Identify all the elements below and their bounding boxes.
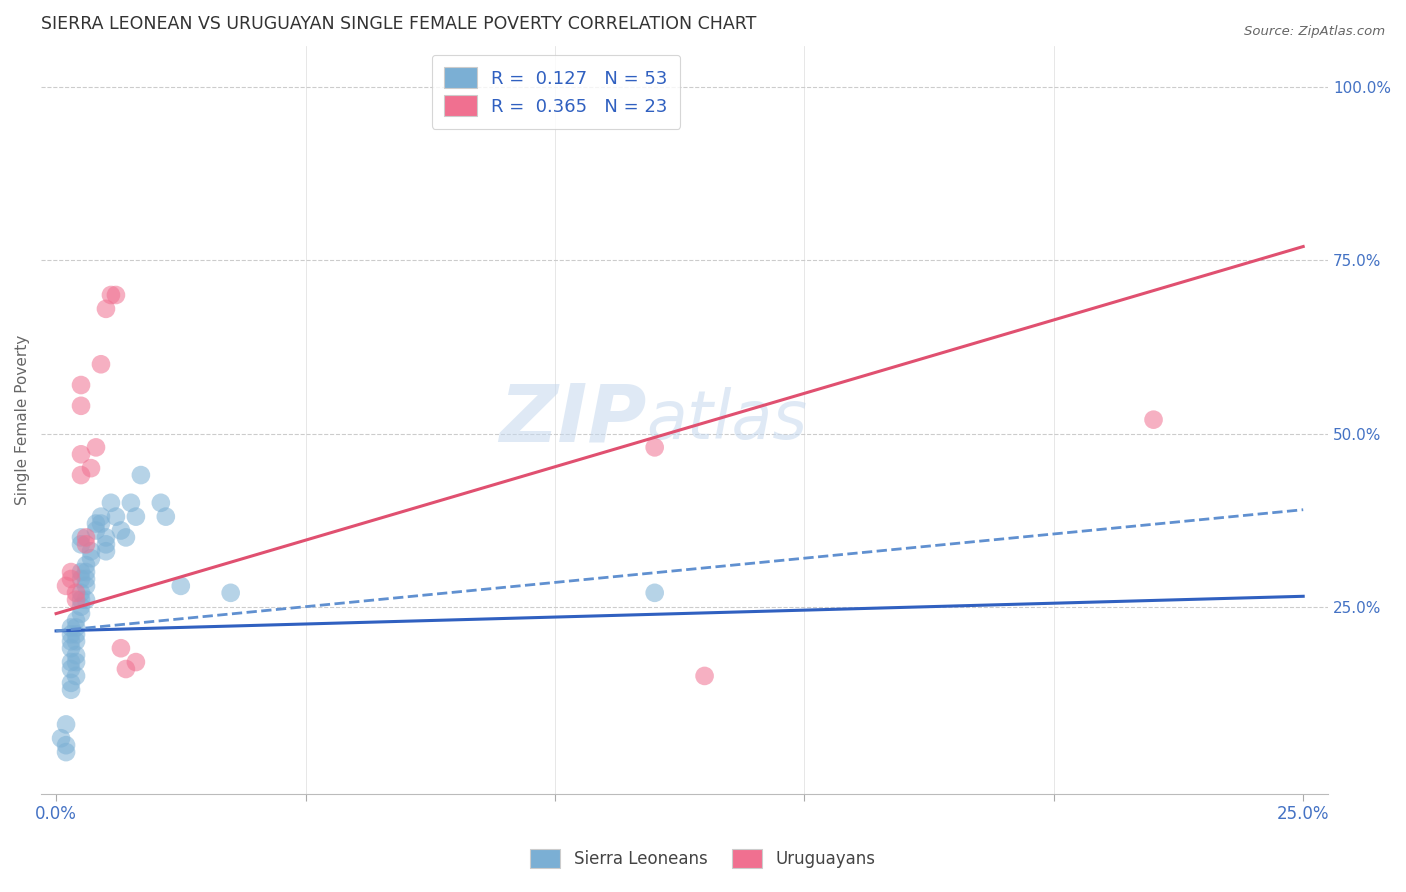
Point bbox=[94, 301, 117, 316]
Point bbox=[65, 669, 87, 683]
Point bbox=[65, 648, 87, 662]
Point bbox=[65, 655, 87, 669]
Point bbox=[94, 537, 117, 551]
Point bbox=[75, 592, 97, 607]
Point bbox=[65, 627, 87, 641]
Point bbox=[94, 530, 117, 544]
Point bbox=[49, 731, 72, 746]
Point bbox=[60, 655, 83, 669]
Point bbox=[55, 717, 77, 731]
Point bbox=[120, 496, 142, 510]
Point bbox=[60, 572, 83, 586]
Point bbox=[84, 441, 107, 455]
Point bbox=[65, 634, 87, 648]
Point bbox=[70, 599, 93, 614]
Point bbox=[60, 676, 83, 690]
Point bbox=[70, 572, 93, 586]
Point bbox=[70, 586, 93, 600]
Point bbox=[70, 468, 93, 483]
Point bbox=[693, 669, 716, 683]
Text: Source: ZipAtlas.com: Source: ZipAtlas.com bbox=[1244, 25, 1385, 38]
Point bbox=[1142, 412, 1164, 426]
Point bbox=[55, 579, 77, 593]
Point bbox=[60, 634, 83, 648]
Point bbox=[155, 509, 177, 524]
Point bbox=[115, 530, 138, 544]
Point bbox=[644, 441, 666, 455]
Point bbox=[70, 592, 93, 607]
Point bbox=[94, 544, 117, 558]
Point bbox=[644, 586, 666, 600]
Text: SIERRA LEONEAN VS URUGUAYAN SINGLE FEMALE POVERTY CORRELATION CHART: SIERRA LEONEAN VS URUGUAYAN SINGLE FEMAL… bbox=[41, 15, 756, 33]
Point bbox=[100, 288, 122, 302]
Point bbox=[70, 565, 93, 579]
Point bbox=[75, 537, 97, 551]
Point bbox=[149, 496, 172, 510]
Point bbox=[90, 357, 112, 371]
Point bbox=[70, 530, 93, 544]
Point bbox=[65, 614, 87, 628]
Point bbox=[129, 468, 152, 483]
Point bbox=[60, 620, 83, 634]
Point bbox=[80, 461, 103, 475]
Point bbox=[70, 447, 93, 461]
Point bbox=[55, 738, 77, 752]
Point bbox=[60, 627, 83, 641]
Point bbox=[70, 399, 93, 413]
Point bbox=[75, 530, 97, 544]
Point bbox=[110, 524, 132, 538]
Point bbox=[170, 579, 193, 593]
Point bbox=[60, 641, 83, 656]
Point bbox=[70, 378, 93, 392]
Point bbox=[84, 516, 107, 531]
Point bbox=[125, 655, 148, 669]
Point bbox=[75, 558, 97, 573]
Point bbox=[104, 509, 127, 524]
Point bbox=[125, 509, 148, 524]
Point bbox=[70, 607, 93, 621]
Point bbox=[90, 509, 112, 524]
Point bbox=[70, 537, 93, 551]
Point bbox=[55, 745, 77, 759]
Point bbox=[65, 620, 87, 634]
Point bbox=[84, 524, 107, 538]
Point bbox=[75, 579, 97, 593]
Point bbox=[110, 641, 132, 656]
Point bbox=[65, 592, 87, 607]
Text: ZIP: ZIP bbox=[499, 381, 645, 458]
Point bbox=[65, 586, 87, 600]
Legend: R =  0.127   N = 53, R =  0.365   N = 23: R = 0.127 N = 53, R = 0.365 N = 23 bbox=[432, 54, 681, 129]
Text: atlas: atlas bbox=[645, 386, 807, 452]
Point bbox=[104, 288, 127, 302]
Point bbox=[75, 565, 97, 579]
Point bbox=[100, 496, 122, 510]
Point bbox=[75, 572, 97, 586]
Y-axis label: Single Female Poverty: Single Female Poverty bbox=[15, 334, 30, 505]
Point bbox=[219, 586, 242, 600]
Point bbox=[90, 516, 112, 531]
Point bbox=[80, 544, 103, 558]
Point bbox=[60, 565, 83, 579]
Legend: Sierra Leoneans, Uruguayans: Sierra Leoneans, Uruguayans bbox=[523, 842, 883, 875]
Point bbox=[115, 662, 138, 676]
Point bbox=[80, 551, 103, 566]
Point bbox=[60, 662, 83, 676]
Point bbox=[60, 682, 83, 697]
